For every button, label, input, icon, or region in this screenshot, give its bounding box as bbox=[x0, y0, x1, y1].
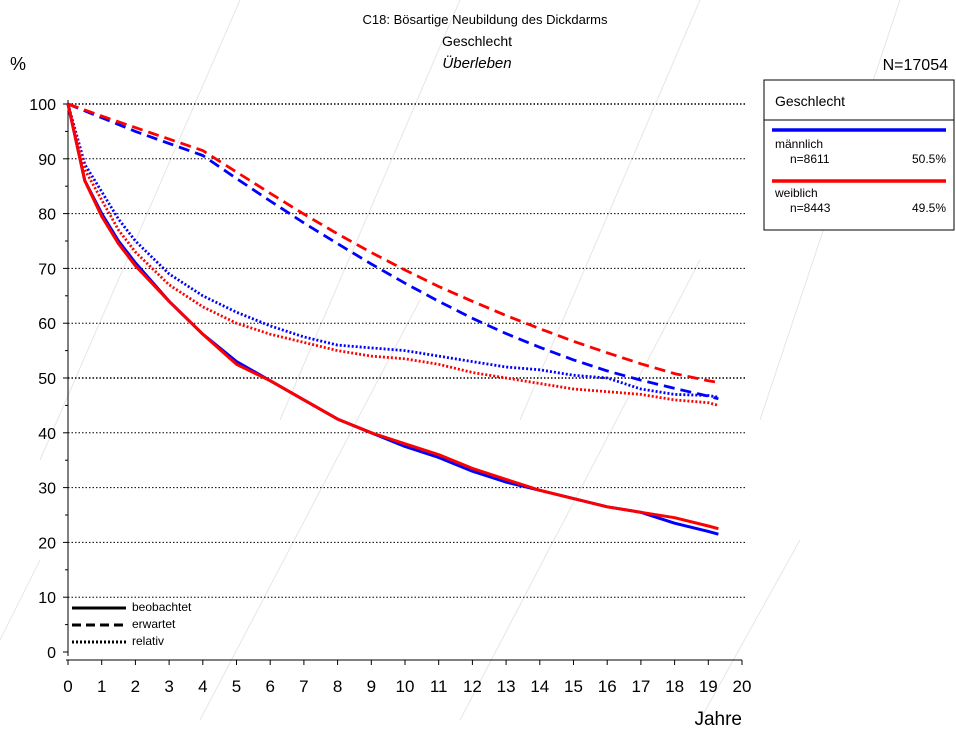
legend-relative-label: relativ bbox=[132, 634, 164, 648]
series-line-erwartet-maennlich bbox=[67, 102, 719, 401]
legend-male-label: männlich bbox=[775, 137, 823, 151]
x-tick-label: 13 bbox=[497, 677, 516, 696]
y-unit-label: % bbox=[10, 54, 26, 74]
x-tick-label: 9 bbox=[367, 677, 376, 696]
x-tick-label: 1 bbox=[97, 677, 106, 696]
x-tick-label: 11 bbox=[430, 677, 448, 696]
x-tick-label: 7 bbox=[299, 677, 308, 696]
y-tick-label: 10 bbox=[38, 590, 56, 607]
series-line-beobachtet-weiblich bbox=[66, 103, 719, 531]
legend-title: Geschlecht bbox=[775, 93, 845, 109]
total-count: N=17054 bbox=[883, 57, 948, 74]
legend-observed-label: beobachtet bbox=[132, 600, 192, 614]
x-tick-label: 19 bbox=[699, 677, 718, 696]
line-style-legend: beobachtet erwartet relativ bbox=[72, 600, 192, 648]
watermark-stroke bbox=[279, 0, 461, 421]
legend-female-pct: 49.5% bbox=[912, 201, 946, 215]
x-tick-label: 0 bbox=[63, 677, 72, 696]
legend-female-label: weiblich bbox=[774, 186, 818, 200]
x-axis-label: Jahre bbox=[694, 709, 742, 730]
watermark-stroke bbox=[459, 259, 701, 721]
x-tick-label: 12 bbox=[463, 677, 482, 696]
x-tick-label: 16 bbox=[598, 677, 617, 696]
x-tick-label: 15 bbox=[564, 677, 583, 696]
series-line-relativ-maennlich bbox=[66, 103, 719, 399]
x-tick-label: 3 bbox=[164, 677, 173, 696]
x-tick-label: 8 bbox=[333, 677, 342, 696]
series-line-erwartet-weiblich bbox=[67, 102, 719, 384]
y-tick-label: 70 bbox=[38, 261, 56, 278]
x-tick-label: 10 bbox=[396, 677, 415, 696]
chart-title: C18: Bösartige Neubildung des Dickdarms bbox=[363, 12, 608, 27]
legend-female-n: n=8443 bbox=[790, 201, 831, 215]
legend-male-pct: 50.5% bbox=[912, 152, 946, 166]
legend-male-n: n=8611 bbox=[790, 152, 830, 166]
watermark-stroke bbox=[519, 0, 701, 421]
y-tick-label: 40 bbox=[38, 426, 56, 443]
x-tick-label: 6 bbox=[265, 677, 274, 696]
x-tick-label: 20 bbox=[733, 677, 752, 696]
y-tick-label: 60 bbox=[38, 316, 56, 333]
x-tick-label: 17 bbox=[631, 677, 650, 696]
watermark-stroke bbox=[39, 0, 241, 461]
x-tick-label: 18 bbox=[665, 677, 684, 696]
watermark-stroke bbox=[199, 299, 421, 721]
series-lines bbox=[66, 102, 719, 536]
y-tick-label: 20 bbox=[38, 535, 56, 552]
y-tick-label: 50 bbox=[38, 371, 56, 388]
chart-subtitle: Geschlecht bbox=[442, 33, 512, 49]
legend-expected-label: erwartet bbox=[132, 617, 176, 631]
y-tick-label: 30 bbox=[38, 481, 56, 498]
x-tick-label: 5 bbox=[232, 677, 241, 696]
series-line-beobachtet-maennlich bbox=[66, 103, 719, 536]
y-tick-label: 0 bbox=[47, 645, 56, 662]
y-tick-label: 100 bbox=[29, 97, 56, 114]
watermark-stroke bbox=[0, 559, 41, 641]
y-tick-label: 90 bbox=[38, 152, 56, 169]
x-tick-label: 14 bbox=[530, 677, 549, 696]
background-watermark bbox=[0, 0, 901, 721]
y-tick-label: 80 bbox=[38, 207, 56, 224]
chart-subtitle-2: Überleben bbox=[442, 54, 511, 72]
x-tick-label: 4 bbox=[198, 677, 207, 696]
x-tick-label: 2 bbox=[131, 677, 140, 696]
group-legend: Geschlecht männlich n=8611 50.5% weiblic… bbox=[763, 79, 955, 231]
grid-lines bbox=[68, 103, 746, 598]
watermark-stroke bbox=[699, 539, 801, 721]
series-line-relativ-weiblich bbox=[66, 103, 719, 407]
